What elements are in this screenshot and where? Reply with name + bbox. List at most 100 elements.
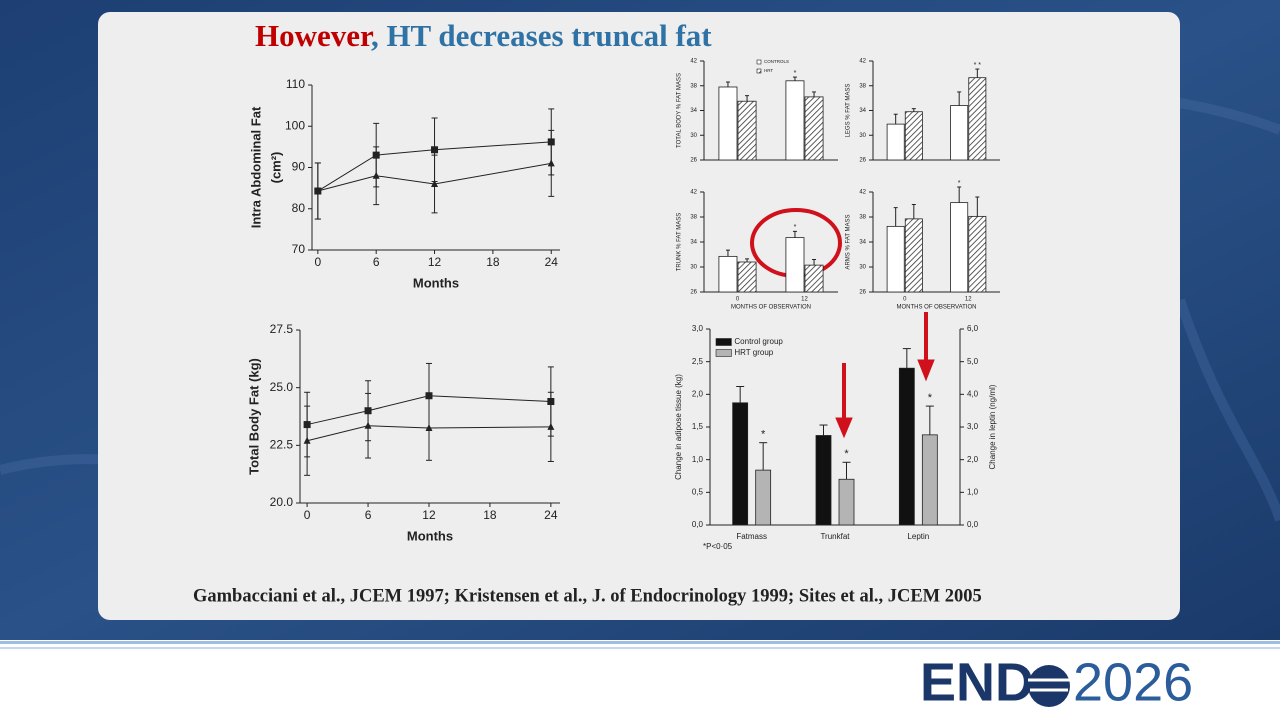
y-tick-label: 26	[859, 290, 866, 296]
y-axis-label: Total Body Fat (kg)	[246, 358, 261, 475]
y-axis-label: ARMS % FAT MASS	[846, 214, 852, 269]
bar	[718, 86, 738, 161]
x-tick-label: 0	[736, 297, 740, 303]
x-tick-label: 12	[965, 297, 972, 303]
y-tick-label: 1,0	[967, 487, 979, 496]
y-tick-label: 30	[690, 265, 697, 271]
globe	[1028, 665, 1070, 707]
legend-label: HRT group	[734, 348, 773, 357]
y-tick-label: 5,0	[967, 357, 979, 366]
y-tick-label: 1,5	[692, 422, 704, 431]
logo-globe	[1028, 665, 1070, 707]
bar	[921, 434, 938, 526]
y-tick-label: 42	[859, 190, 866, 196]
logo-right: 2026	[1073, 652, 1193, 712]
y-tick-label: 1,0	[692, 455, 704, 464]
y-axis-label: TOTAL BODY % FAT MASS	[677, 73, 683, 148]
y-tick-label: 0,0	[967, 520, 979, 529]
x-tick-label: 6	[365, 508, 372, 522]
chart: 20.0 22.5 25.0 27.5 Total Body Fat (kg) 0 6 12 1…	[246, 322, 560, 543]
arrow-head	[917, 359, 935, 382]
y-tick-label: 42	[859, 59, 866, 65]
y-tick-label: 100	[285, 118, 305, 132]
y-axis-label: TRUNK % FAT MASS	[677, 213, 683, 271]
y-tick-label: 38	[859, 215, 866, 221]
series-line	[317, 141, 552, 192]
chart: 26 30 34 38 42 TOTAL BODY % FAT MASS * CONTROLS…	[677, 59, 838, 164]
x-tick-label: 24	[544, 508, 558, 522]
y-tick-label: 3,0	[692, 324, 704, 333]
significance: *	[794, 70, 797, 77]
y-tick-label: 30	[859, 133, 866, 139]
y-tick-label: 4,0	[967, 389, 979, 398]
y-tick-label: 2,5	[692, 357, 704, 366]
x-tick-label: 6	[373, 255, 380, 269]
marker	[425, 424, 433, 432]
legend-label: Control group	[734, 337, 783, 346]
bar	[804, 96, 824, 161]
chart: 26 30 34 38 42 ARMS % FAT MASS 0 12 * MONTHS OF O…	[846, 180, 1000, 311]
y-tick-label: 26	[690, 290, 697, 296]
marker	[547, 422, 555, 430]
series-line	[306, 425, 551, 442]
y-tick-label: 26	[859, 158, 866, 164]
bar	[732, 402, 749, 526]
arrows	[835, 312, 935, 439]
y-tick-label: 0,5	[692, 487, 704, 496]
y-axis-label: Change in adipose tissue (kg)	[674, 374, 683, 480]
y-tick-label: 6,0	[967, 324, 979, 333]
y-axis-label: Intra Abdominal Fat	[248, 106, 263, 228]
y2-axis-label: Change in leptin (ng/ml)	[988, 384, 997, 469]
legend-label: CONTROLS	[764, 59, 789, 64]
y-axis-label: LEGS % FAT MASS	[846, 84, 852, 138]
y-axis-label: (cm²)	[268, 152, 283, 184]
y-tick-label: 34	[690, 240, 697, 246]
x-tick-label: 0	[314, 255, 321, 269]
chart: 0,0 0,5 1,0 1,5 2,0 2,5 3,0 0,0 1,0 2,0 3,0 4,0 5,0 6…	[674, 324, 997, 551]
significance: * *	[974, 62, 982, 69]
y-tick-label: 90	[292, 160, 306, 174]
bar	[886, 123, 905, 161]
bar	[904, 111, 923, 161]
y-tick-label: 34	[859, 108, 866, 114]
bar	[968, 77, 987, 161]
y-tick-label: 30	[690, 133, 697, 139]
x-tick-label: 18	[483, 508, 497, 522]
y-tick-label: 20.0	[270, 495, 294, 509]
y-tick-label: 27.5	[270, 322, 294, 336]
x-tick-label: 18	[486, 255, 500, 269]
footnote: *P<0·05	[703, 542, 733, 551]
slide-card	[98, 12, 1180, 620]
bar	[886, 225, 905, 293]
x-axis-label: Months	[413, 275, 459, 290]
x-tick-label: Leptin	[907, 532, 929, 541]
x-tick-label: 12	[801, 297, 808, 303]
x-tick-label: Trunkfat	[820, 532, 850, 541]
chart: 26 30 34 38 42 TRUNK % FAT MASS 0 12 * MONTHS OF …	[677, 190, 838, 311]
bar	[755, 469, 772, 526]
y-tick-label: 26	[690, 158, 697, 164]
marker	[303, 436, 311, 444]
y-tick-label: 0,0	[692, 520, 704, 529]
chart: 26 30 34 38 42 LEGS % FAT MASS * *	[846, 59, 1000, 164]
x-axis-label: MONTHS OF OBSERVATION	[731, 305, 811, 311]
y-tick-label: 25.0	[270, 380, 294, 394]
x-axis-label: MONTHS OF OBSERVATION	[896, 305, 976, 311]
legend-swatch	[715, 349, 732, 357]
significance: *	[761, 429, 766, 441]
bar	[950, 105, 969, 161]
bar	[785, 80, 805, 161]
x-tick-label: 12	[428, 255, 442, 269]
title-part: However	[255, 18, 374, 53]
marker	[364, 421, 372, 429]
title-part: , HT decreases truncal fat	[371, 18, 712, 53]
bar	[785, 237, 805, 293]
bar	[950, 202, 969, 293]
significance: *	[928, 392, 933, 404]
marker	[372, 171, 380, 179]
bar	[737, 261, 757, 293]
y-tick-label: 42	[690, 190, 697, 196]
x-tick-label: 24	[545, 255, 559, 269]
marker	[547, 159, 555, 167]
